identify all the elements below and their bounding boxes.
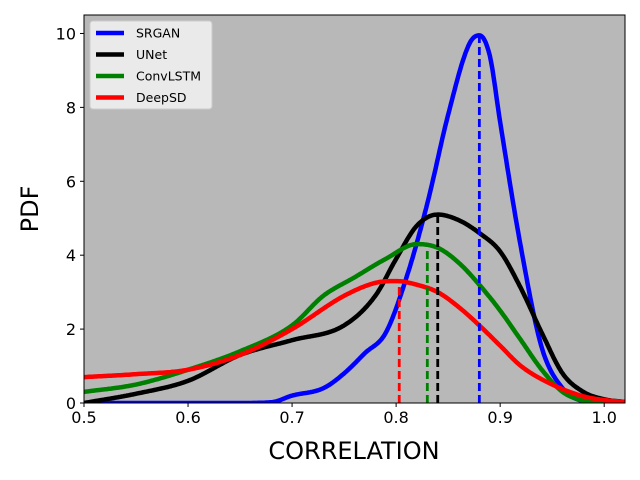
y-axis-label: PDF <box>16 186 44 233</box>
legend-label-convlstm: ConvLSTM <box>136 69 201 84</box>
curve-deepsd <box>84 278 625 403</box>
x-tick-label: 0.9 <box>487 408 512 427</box>
y-tick-label: 0 <box>66 394 76 413</box>
mean-marker-lines <box>397 35 481 403</box>
legend-label-deepsd: DeepSD <box>136 90 187 105</box>
legend-label-srgan: SRGAN <box>136 26 180 41</box>
curve-convlstm <box>84 241 625 403</box>
x-tick-label: 0.5 <box>71 408 96 427</box>
y-tick-label: 2 <box>66 320 76 339</box>
x-axis-label: CORRELATION <box>268 437 439 465</box>
plot-frame <box>83 14 626 404</box>
x-axis-ticks: 0.5 0.6 0.7 0.8 0.9 1.0 <box>71 403 617 427</box>
legend-label-unet: UNet <box>136 47 167 62</box>
x-tick-label: 0.8 <box>383 408 408 427</box>
y-tick-label: 10 <box>56 24 76 43</box>
legend: SRGAN UNet ConvLSTM DeepSD <box>89 20 213 110</box>
x-tick-label: 0.7 <box>279 408 304 427</box>
x-tick-label: 0.6 <box>175 408 200 427</box>
y-tick-label: 4 <box>66 246 76 265</box>
y-tick-label: 8 <box>66 98 76 117</box>
y-tick-label: 6 <box>66 172 76 191</box>
y-axis-ticks: 0 2 4 6 8 10 <box>56 24 84 413</box>
x-tick-label: 1.0 <box>591 408 616 427</box>
legend-box <box>89 20 213 110</box>
series-curves <box>84 33 625 403</box>
curve-unet <box>84 212 625 403</box>
